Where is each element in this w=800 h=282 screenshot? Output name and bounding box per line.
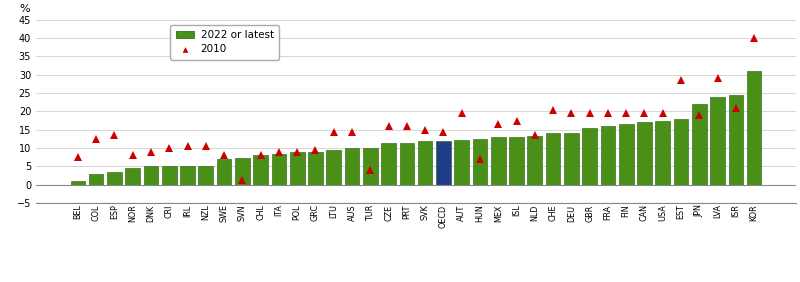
Bar bbox=[619, 124, 634, 185]
Bar bbox=[272, 153, 286, 185]
Bar bbox=[254, 155, 268, 185]
Bar bbox=[290, 153, 305, 185]
Bar bbox=[326, 150, 341, 185]
Bar bbox=[473, 139, 487, 185]
Bar bbox=[363, 148, 378, 185]
Bar bbox=[692, 104, 706, 185]
Bar bbox=[126, 168, 140, 185]
Bar bbox=[564, 133, 578, 185]
Bar bbox=[399, 142, 414, 185]
Bar bbox=[655, 121, 670, 185]
Bar bbox=[180, 166, 195, 185]
Bar bbox=[89, 174, 103, 185]
Bar bbox=[601, 126, 615, 185]
Bar bbox=[510, 137, 524, 185]
Bar bbox=[70, 181, 85, 185]
Bar bbox=[546, 133, 560, 185]
Bar bbox=[107, 172, 122, 185]
Bar bbox=[674, 119, 688, 185]
Legend: 2022 or latest, 2010: 2022 or latest, 2010 bbox=[170, 25, 279, 60]
Bar bbox=[162, 166, 177, 185]
Bar bbox=[436, 141, 450, 185]
Bar bbox=[454, 140, 469, 185]
Bar bbox=[710, 97, 725, 185]
Bar bbox=[418, 141, 433, 185]
Bar bbox=[345, 148, 359, 185]
Bar bbox=[217, 159, 231, 185]
Bar bbox=[144, 166, 158, 185]
Bar bbox=[198, 166, 213, 185]
Bar bbox=[729, 95, 743, 185]
Bar bbox=[527, 136, 542, 185]
Bar bbox=[637, 122, 652, 185]
Bar bbox=[235, 158, 250, 185]
Bar bbox=[582, 128, 597, 185]
Bar bbox=[491, 137, 506, 185]
Bar bbox=[382, 142, 396, 185]
Y-axis label: %: % bbox=[19, 4, 30, 14]
Bar bbox=[747, 71, 762, 185]
Bar bbox=[308, 152, 322, 185]
